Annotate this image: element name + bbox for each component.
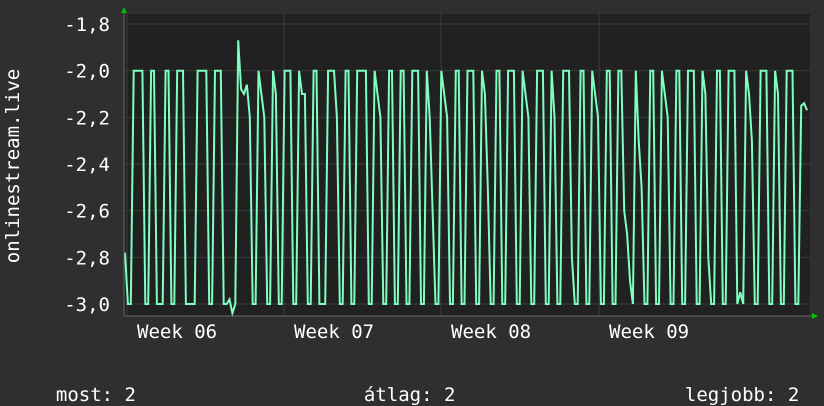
x-tick-label: Week 06 xyxy=(137,321,217,343)
stat-current-value: 2 xyxy=(124,384,136,406)
x-tick-label: Week 09 xyxy=(609,321,689,343)
y-tick-label: -2,6 xyxy=(64,201,110,223)
stat-best-value: 2 xyxy=(787,384,800,406)
stat-best-label: legjobb: xyxy=(684,384,777,406)
x-tick-label: Week 07 xyxy=(294,321,374,343)
stat-best: legjobb: 2 xyxy=(662,362,799,406)
x-tick-label: Week 08 xyxy=(451,321,531,343)
y-tick-label: -2,2 xyxy=(64,107,110,129)
stat-average-value: 2 xyxy=(443,384,456,406)
y-axis-ticks: -1,8 -2,0 -2,2 -2,4 -2,6 -2,8 -3,0 xyxy=(64,14,110,316)
x-axis-arrow xyxy=(812,313,818,319)
stat-current: most: 2 xyxy=(33,362,136,406)
stat-average: átlag: 2 xyxy=(341,362,456,406)
y-tick-label: -1,8 xyxy=(64,14,110,36)
series-line xyxy=(124,40,808,318)
x-axis-ticks: Week 06 Week 07 Week 08 Week 09 xyxy=(137,321,689,343)
y-tick-label: -2,0 xyxy=(64,61,110,83)
stat-current-label: most: xyxy=(55,384,114,406)
y-axis-arrow xyxy=(121,7,127,13)
stat-average-label: átlag: xyxy=(363,384,433,406)
y-tick-label: -2,8 xyxy=(64,247,110,269)
y-axis-label: onlinestream.live xyxy=(2,69,24,263)
y-tick-label: -2,4 xyxy=(64,154,110,176)
y-tick-label: -3,0 xyxy=(64,294,110,316)
